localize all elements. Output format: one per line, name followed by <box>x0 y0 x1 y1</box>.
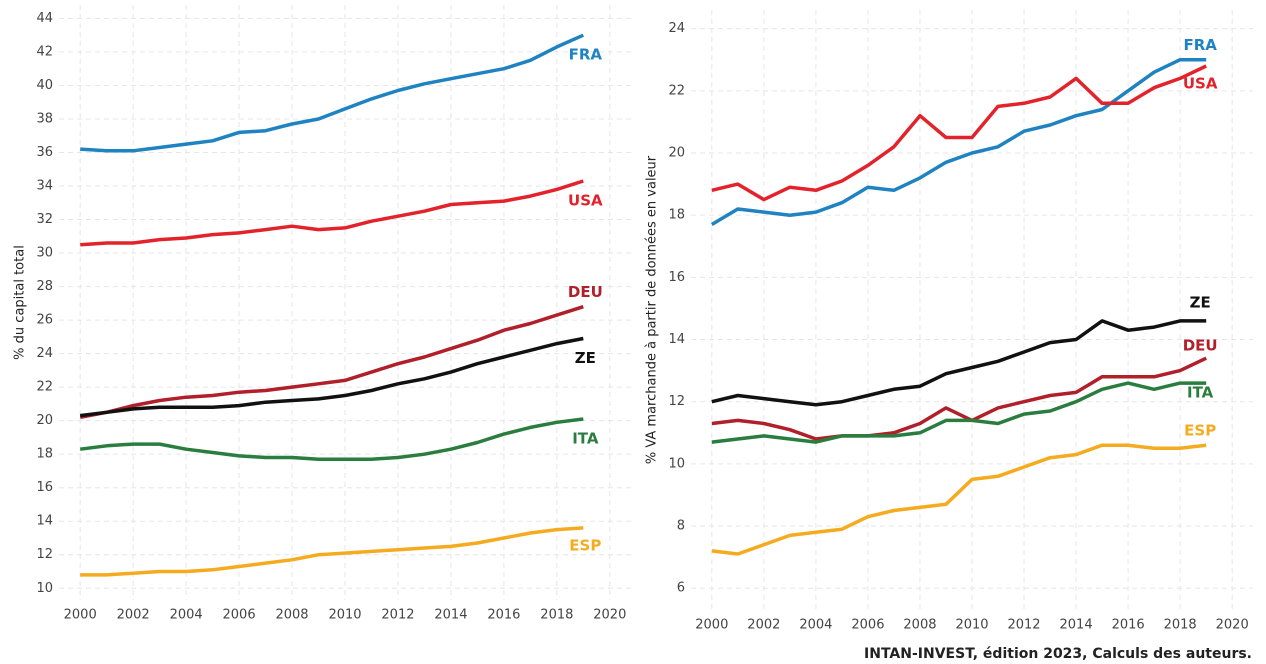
series-line <box>79 336 584 418</box>
y-tick-label: 32 <box>36 212 53 227</box>
x-tick-label: 2014 <box>434 608 467 623</box>
series-label: ZE <box>1190 293 1211 311</box>
y-tick-label: 16 <box>36 480 53 495</box>
x-tick-label: 2014 <box>1060 618 1093 633</box>
y-tick-label: 18 <box>36 447 53 462</box>
x-tick-label: 2016 <box>487 608 520 623</box>
series-line <box>711 319 1207 407</box>
y-tick-label: 36 <box>36 145 53 160</box>
series-line <box>79 305 584 420</box>
x-tick-label: 2006 <box>851 618 884 633</box>
x-tick-label: 2010 <box>328 608 361 623</box>
series-line <box>711 64 1207 202</box>
series-line <box>711 443 1207 556</box>
y-tick-label: 18 <box>668 208 685 223</box>
y-tick-label: 14 <box>36 514 53 529</box>
x-tick-label: 2018 <box>1164 618 1197 633</box>
y-tick-label: 22 <box>36 380 53 395</box>
series-line <box>80 526 584 577</box>
y-tick-label: 28 <box>36 279 53 294</box>
x-tick-label: 2002 <box>747 618 780 633</box>
series-label: USA <box>568 191 603 209</box>
y-axis-title: % VA marchande à partir de données en va… <box>645 155 660 464</box>
x-tick-label: 2002 <box>117 608 150 623</box>
series-line <box>711 381 1207 444</box>
series-line <box>79 417 584 461</box>
y-tick-label: 26 <box>36 313 53 328</box>
series-line <box>711 356 1207 441</box>
x-tick-label: 2000 <box>64 608 97 623</box>
y-tick-label: 6 <box>677 581 685 596</box>
y-axis-title: % du capital total <box>13 245 28 360</box>
series-label: ESP <box>1184 422 1216 440</box>
y-tick-label: 20 <box>668 146 685 161</box>
x-tick-label: 2004 <box>799 618 832 633</box>
y-tick-label: 20 <box>36 413 53 428</box>
y-tick-label: 12 <box>36 547 53 562</box>
x-tick-label: 2016 <box>1112 618 1145 633</box>
y-tick-label: 24 <box>36 346 53 361</box>
series-line <box>710 57 1207 227</box>
y-tick-label: 34 <box>36 179 53 194</box>
series-label: ITA <box>572 429 599 447</box>
y-tick-label: 30 <box>36 246 53 261</box>
x-tick-label: 2010 <box>955 618 988 633</box>
series-line <box>80 179 584 247</box>
x-tick-label: 2008 <box>903 618 936 633</box>
x-tick-label: 2006 <box>223 608 256 623</box>
series-label: ZE <box>575 349 596 367</box>
x-tick-label: 2012 <box>381 608 414 623</box>
series-label: ESP <box>569 536 601 554</box>
y-tick-label: 8 <box>677 519 685 534</box>
series-label: FRA <box>1183 36 1217 54</box>
y-tick-label: 16 <box>668 270 685 285</box>
source: INTAN-INVEST, édition 2023, Calculs des … <box>864 646 1252 662</box>
y-tick-label: 24 <box>668 21 685 36</box>
y-tick-label: 12 <box>668 394 685 409</box>
y-tick-label: 40 <box>36 78 53 93</box>
x-tick-label: 2000 <box>695 618 728 633</box>
y-tick-label: 10 <box>668 456 685 471</box>
y-tick-label: 22 <box>668 83 685 98</box>
x-tick-label: 2020 <box>593 608 626 623</box>
series-label: USA <box>1183 74 1218 92</box>
y-tick-label: 42 <box>36 44 53 59</box>
x-tick-label: 2020 <box>1216 618 1249 633</box>
x-tick-label: 2008 <box>275 608 308 623</box>
series-line <box>80 33 585 153</box>
y-tick-label: 44 <box>36 11 53 26</box>
series-label: FRA <box>569 46 603 64</box>
x-tick-label: 2018 <box>540 608 573 623</box>
y-tick-label: 10 <box>36 581 53 596</box>
x-tick-label: 2004 <box>170 608 203 623</box>
y-tick-label: 14 <box>668 332 685 347</box>
y-tick-label: 38 <box>36 111 53 126</box>
series-label: DEU <box>1183 337 1218 355</box>
x-tick-label: 2012 <box>1007 618 1040 633</box>
series-label: DEU <box>568 283 603 301</box>
series-label: ITA <box>1187 384 1214 402</box>
